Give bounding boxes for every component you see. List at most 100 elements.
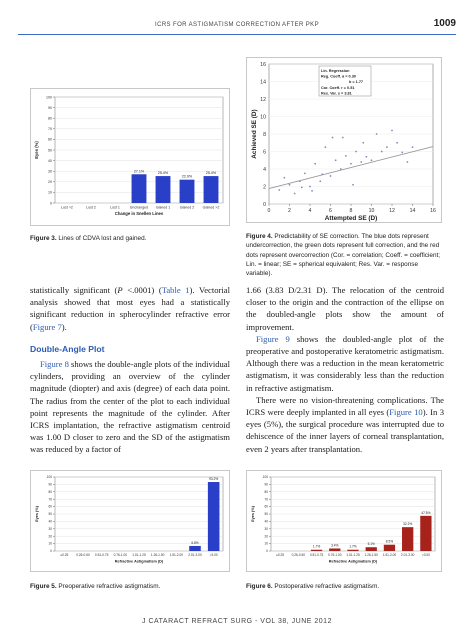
data-point — [314, 162, 317, 165]
y-tick-label: 40 — [48, 520, 52, 524]
text: <.0001) ( — [122, 285, 162, 295]
figure-3-caption: Figure 3. Lines of CDVA lost and gained. — [30, 234, 230, 243]
figure-6-caption-label: Figure 6. — [246, 583, 273, 590]
x-tick-label: 0.51-0.75 — [310, 553, 324, 557]
data-point — [288, 183, 291, 186]
legend-line: b = 1.77 — [349, 80, 363, 84]
bar — [189, 545, 201, 551]
y-axis-label: Eyes (%) — [251, 505, 255, 522]
y-tick-label: 10 — [48, 191, 52, 195]
x-tick-label: >3.00 — [210, 553, 218, 557]
y-tick-label: 50 — [48, 148, 52, 152]
bar-value-label: 25.4% — [158, 171, 169, 175]
y-tick-label: 70 — [264, 497, 268, 501]
data-point — [344, 154, 347, 157]
y-tick-label: 70 — [48, 497, 52, 501]
x-tick-label: 2.01-3.00 — [188, 553, 202, 557]
data-point — [309, 185, 311, 188]
figure-8-link[interactable]: Figure 8 — [40, 359, 69, 370]
table-1-link[interactable]: Table 1 — [161, 285, 190, 295]
bar-value-label: 25.4% — [206, 171, 217, 175]
x-axis-label: Attempted SE (D) — [325, 215, 378, 222]
bar-value-label: 93.2% — [209, 477, 218, 481]
y-tick-label: 4 — [263, 167, 266, 173]
y-tick-label: 0 — [263, 202, 266, 208]
x-tick-label: Lost >2 — [61, 206, 73, 210]
figure-3-caption-text: Lines of CDVA lost and gained. — [58, 235, 147, 242]
data-point — [380, 150, 383, 153]
legend-line: Lin. Regression — [321, 69, 350, 73]
x-tick-label: Gained 1 — [156, 206, 171, 210]
figure-7-link[interactable]: Figure 7 — [32, 321, 62, 332]
left-paragraph-2: Figure 8 shows the double-angle plots of… — [30, 358, 230, 456]
data-point — [334, 159, 337, 162]
legend-line: Res. Var. s = 3.81 — [321, 91, 352, 95]
text: statistically significant ( — [30, 285, 118, 295]
x-tick-label: 12 — [389, 208, 395, 214]
data-point — [329, 175, 332, 177]
bar — [420, 515, 432, 551]
y-tick-label: 30 — [264, 527, 268, 531]
page-footer: J CATARACT REFRACT SURG - VOL 38, JUNE 2… — [142, 618, 332, 625]
x-tick-label: 1.51-2.00 — [170, 553, 184, 557]
data-point — [321, 173, 324, 176]
x-tick-label: 1.26-1.50 — [151, 553, 165, 557]
figure-4-caption: Figure 4. Predictability of SE correctio… — [246, 232, 444, 278]
y-tick-label: 10 — [48, 542, 52, 546]
figure-3: 0 10 20 30 40 50 60 70 80 90 100 Lost >2 Lost 2 Lost … — [30, 88, 230, 226]
bar-value-label: 32.2% — [403, 522, 412, 526]
figure-4: 0 2 4 6 8 10 12 14 16 0 2 4 6 8 10 12 14 16 Lin. Regressio… — [246, 57, 442, 223]
y-tick-label: 16 — [260, 62, 266, 68]
y-tick-label: 80 — [264, 490, 268, 494]
data-point — [391, 129, 393, 132]
y-tick-label: 90 — [264, 483, 268, 487]
y-tick-label: 100 — [46, 95, 52, 99]
x-tick-label: 1.01-1.25 — [132, 553, 146, 557]
figure-5: 0 10 20 30 40 50 60 70 80 90 100 ≤0.25 0.26-0.50 0.51… — [30, 470, 230, 572]
y-tick-label: 20 — [48, 534, 52, 538]
figure-6-caption: Figure 6. Postoperative refractive astig… — [246, 582, 444, 591]
figure-5-caption-label: Figure 5. — [30, 583, 57, 590]
data-point — [303, 172, 306, 175]
text: shows the double-angle plots of the indi… — [30, 359, 230, 455]
x-axis-label: Refractive Astigmatism (D) — [115, 559, 164, 563]
legend-line: Cor. Coeff. r = 0.51 — [321, 86, 354, 90]
x-tick-label: 0 — [268, 208, 271, 214]
section-title: Double-Angle Plot — [30, 343, 105, 354]
y-axis-label: Eyes (%) — [34, 141, 39, 159]
bar — [365, 547, 377, 551]
y-tick-label: 0 — [50, 549, 52, 553]
bar-value-label: 6.8% — [191, 541, 198, 545]
x-tick-label: 0.76-1.00 — [328, 553, 342, 557]
data-point — [396, 141, 399, 144]
y-tick-label: 0 — [50, 201, 52, 205]
bar — [179, 179, 195, 203]
figure-4-chart: 0 2 4 6 8 10 12 14 16 0 2 4 6 8 10 12 14 16 Lin. Regressio… — [251, 62, 436, 222]
data-point — [375, 133, 378, 135]
left-paragraph-1: statistically significant (P <.0001) (Ta… — [30, 284, 230, 333]
figure-10-link[interactable]: Figure 10 — [389, 407, 423, 418]
x-tick-label: 0.26-0.50 — [292, 553, 306, 557]
x-tick-label: Gained 2 — [180, 206, 195, 210]
x-tick-label: Lost 1 — [110, 206, 120, 210]
y-tick-label: 80 — [48, 116, 52, 120]
x-tick-label: ≤0.25 — [276, 553, 284, 557]
data-point — [362, 141, 365, 144]
figure-9-link[interactable]: Figure 9 — [256, 333, 290, 344]
bar — [155, 176, 171, 203]
right-paragraph-2: Figure 9 shows the doubled-angle plot of… — [246, 333, 444, 394]
figure-6: 0 10 20 30 40 50 60 70 80 90 100 ≤0.25 0.26-0.50 0.51… — [246, 470, 442, 572]
y-tick-label: 2 — [263, 184, 266, 190]
running-head: ICRS FOR ASTIGMATISM CORRECTION AFTER PK… — [155, 22, 319, 28]
data-point — [339, 168, 342, 170]
y-tick-label: 50 — [48, 512, 52, 516]
text: shows the doubled-angle plot of the preo… — [246, 333, 444, 393]
bar-value-label: 1.7% — [313, 545, 320, 549]
y-tick-label: 30 — [48, 169, 52, 173]
legend-box — [318, 65, 372, 97]
figure-6-caption-text: Postoperative refractive astigmatism. — [274, 583, 380, 590]
data-point — [324, 146, 327, 149]
x-tick-label: ≤0.25 — [60, 553, 68, 557]
y-tick-label: 10 — [264, 542, 268, 546]
y-tick-label: 40 — [48, 159, 52, 163]
